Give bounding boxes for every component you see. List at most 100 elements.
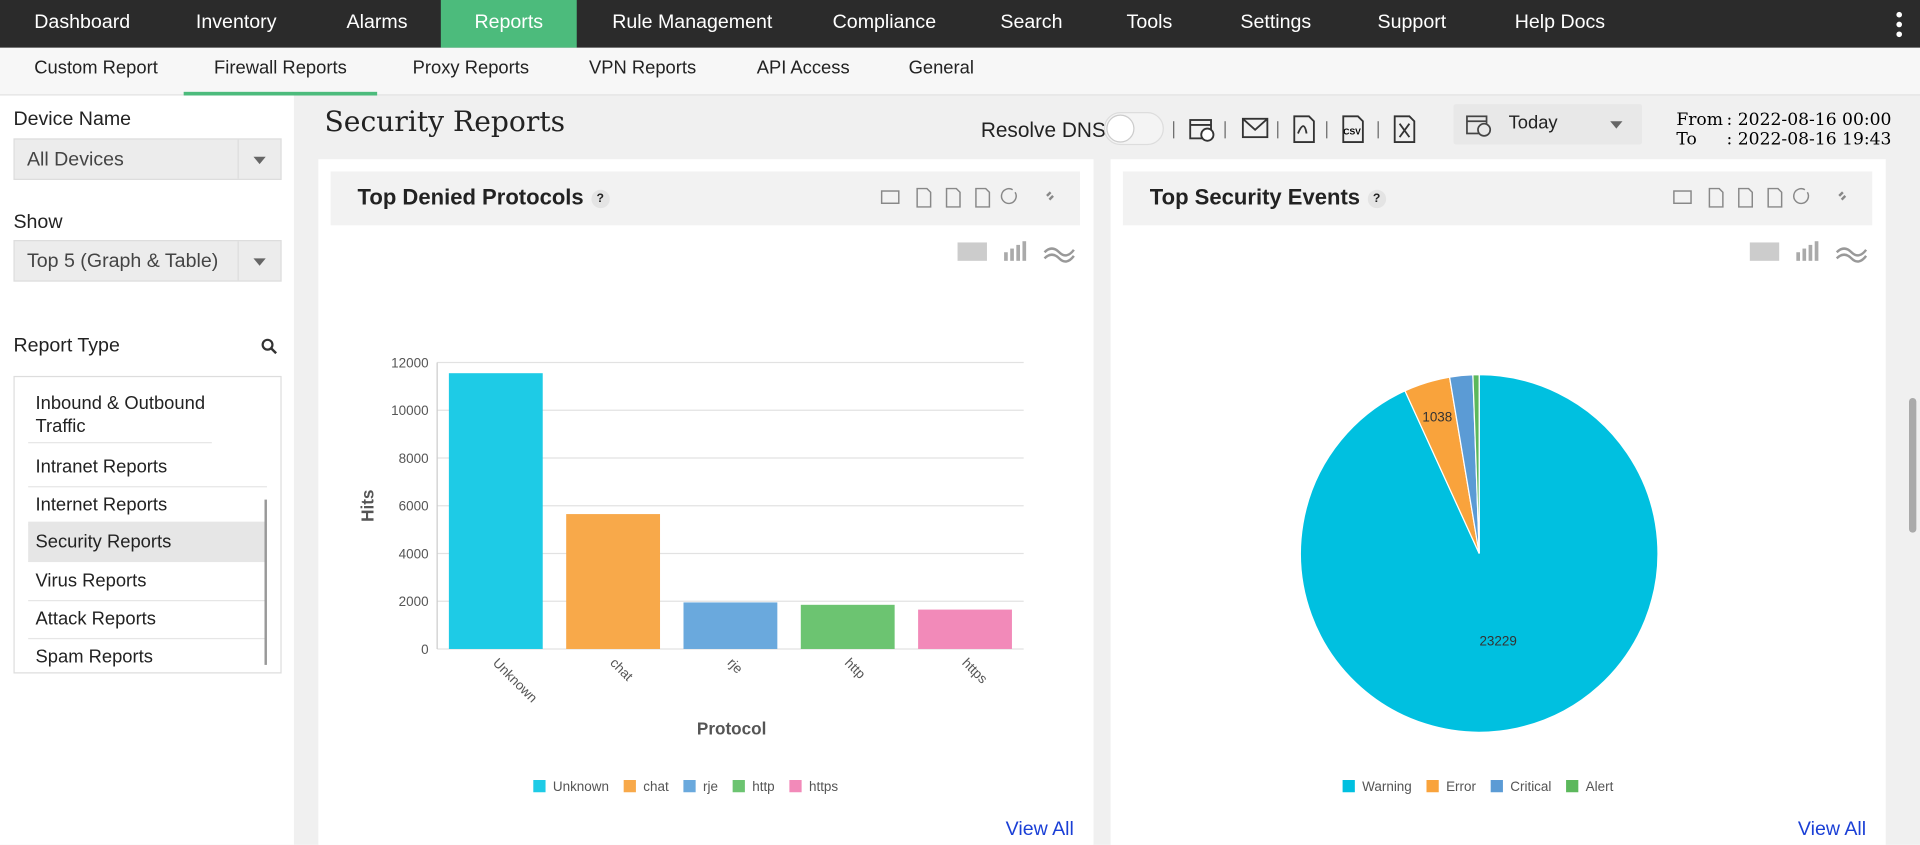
x-tick-label: rje: [725, 655, 746, 676]
more-menu[interactable]: [1892, 10, 1907, 39]
icon: [1010, 248, 1014, 261]
legend: Warning Error Critical Alert: [1342, 779, 1614, 794]
pie-slice: [1472, 374, 1480, 554]
report-type-item-selected[interactable]: Security Reports: [28, 521, 267, 563]
legend-swatch: [1426, 780, 1439, 793]
bar: [800, 604, 895, 649]
y-tick-label: 0: [421, 642, 428, 657]
show-label: Show: [13, 211, 63, 233]
y-axis-title: Hits: [357, 490, 377, 522]
icon: [1835, 247, 1868, 263]
page-scrollbar: [1908, 397, 1917, 533]
y-tick-label: 6000: [399, 499, 429, 514]
nav-item[interactable]: Compliance: [832, 12, 937, 34]
icon: [916, 187, 932, 208]
legend-label: Alert: [1586, 779, 1614, 794]
sub-nav-item-active[interactable]: Firewall Reports: [183, 48, 378, 96]
nav-item[interactable]: Inventory: [195, 12, 277, 34]
legend-label: rje: [703, 779, 718, 794]
to-label: To: [1676, 129, 1697, 150]
nav-item-active[interactable]: Reports: [440, 0, 577, 48]
legend-label: Error: [1446, 779, 1476, 794]
y-tick-label: 10000: [391, 403, 428, 418]
panel-header: Top Denied Protocols?: [330, 171, 1081, 226]
data-label: 1038: [1422, 410, 1452, 425]
device-select[interactable]: All Devices: [13, 138, 282, 181]
x-tick-label: chat: [607, 655, 636, 684]
icon: [880, 190, 900, 205]
sub-nav-item[interactable]: API Access: [756, 57, 850, 79]
period-select[interactable]: Today: [1453, 104, 1643, 145]
view-all-link[interactable]: View All: [1797, 819, 1867, 841]
icon: [1838, 191, 1847, 201]
y-tick-label: 4000: [399, 546, 429, 561]
legend-label: http: [752, 779, 774, 794]
legend-label: chat: [643, 779, 669, 794]
sub-nav-item[interactable]: Proxy Reports: [412, 57, 530, 79]
report-type-item[interactable]: Inbound & Outbound Traffic: [28, 392, 212, 444]
list-scrollbar: [264, 499, 267, 665]
icon: [1793, 188, 1810, 205]
icon: [1796, 252, 1801, 261]
bar: [566, 514, 661, 649]
chart-type-icons: [957, 241, 1075, 263]
data-label: 23229: [1479, 634, 1516, 649]
legend-label: Critical: [1510, 779, 1551, 794]
report-type-item[interactable]: Attack Reports: [28, 605, 267, 640]
top-nav: Dashboard Inventory Alarms Reports Rule …: [0, 0, 1920, 48]
search-icon[interactable]: [261, 338, 278, 355]
icon: [1749, 242, 1780, 261]
calendar-icon: [1466, 115, 1492, 137]
device-label: Device Name: [13, 108, 132, 130]
icon: [1016, 244, 1021, 261]
icon: [1808, 244, 1813, 261]
legend-label: Warning: [1362, 779, 1412, 794]
nav-item[interactable]: Help Docs: [1514, 12, 1606, 34]
icon: [1708, 187, 1724, 208]
legend-swatch: [1490, 780, 1503, 793]
panel-tools: [1673, 187, 1847, 208]
panel-title: Top Denied Protocols?: [358, 185, 610, 211]
nav-item[interactable]: Tools: [1126, 12, 1173, 34]
legend-swatch: [789, 780, 802, 793]
show-value: Top 5 (Graph & Table): [26, 251, 219, 272]
device-value: All Devices: [26, 149, 124, 171]
icon: [1046, 191, 1054, 201]
report-type-item[interactable]: Intranet Reports: [28, 453, 267, 488]
icon: [1004, 252, 1008, 261]
nav-item[interactable]: Settings: [1240, 12, 1312, 34]
nav-item[interactable]: Dashboard: [34, 12, 131, 34]
legend-swatch: [1566, 780, 1579, 793]
to-value: : 2022-08-16 19:43: [1726, 129, 1892, 150]
panel-header: Top Security Events?: [1122, 171, 1873, 226]
icon: [1767, 187, 1783, 208]
svg-text:CSV: CSV: [1343, 127, 1361, 137]
report-type-list: Inbound & Outbound Traffic Intranet Repo…: [13, 375, 282, 674]
page-title: Security Reports: [324, 106, 566, 139]
icon: [1802, 248, 1807, 261]
nav-item[interactable]: Rule Management: [612, 12, 773, 34]
legend-swatch: [683, 780, 696, 793]
x-tick-label: Unknown: [490, 655, 540, 705]
nav-item[interactable]: Support: [1377, 12, 1447, 34]
sub-nav-item[interactable]: General: [908, 57, 974, 79]
from-label: From: [1676, 110, 1724, 130]
legend-swatch: [623, 780, 636, 793]
view-all-link[interactable]: View All: [1005, 819, 1074, 841]
sub-nav-item[interactable]: Custom Report: [34, 57, 158, 79]
sub-nav: Custom Report Firewall Reports Proxy Rep…: [0, 47, 1920, 96]
show-select[interactable]: Top 5 (Graph & Table): [13, 240, 282, 282]
chart-type-icons: [1749, 241, 1868, 263]
nav-item[interactable]: Alarms: [346, 12, 408, 34]
dropdown-caret: [1610, 121, 1623, 134]
panel-tools: [880, 187, 1054, 208]
report-type-item[interactable]: Virus Reports: [28, 567, 267, 602]
legend-label: https: [809, 779, 838, 794]
y-tick-label: 2000: [399, 594, 429, 609]
nav-item[interactable]: Search: [1000, 12, 1063, 34]
report-type-item[interactable]: Spam Reports: [28, 643, 267, 672]
sub-nav-item[interactable]: VPN Reports: [588, 57, 697, 79]
icon: [1022, 241, 1027, 261]
